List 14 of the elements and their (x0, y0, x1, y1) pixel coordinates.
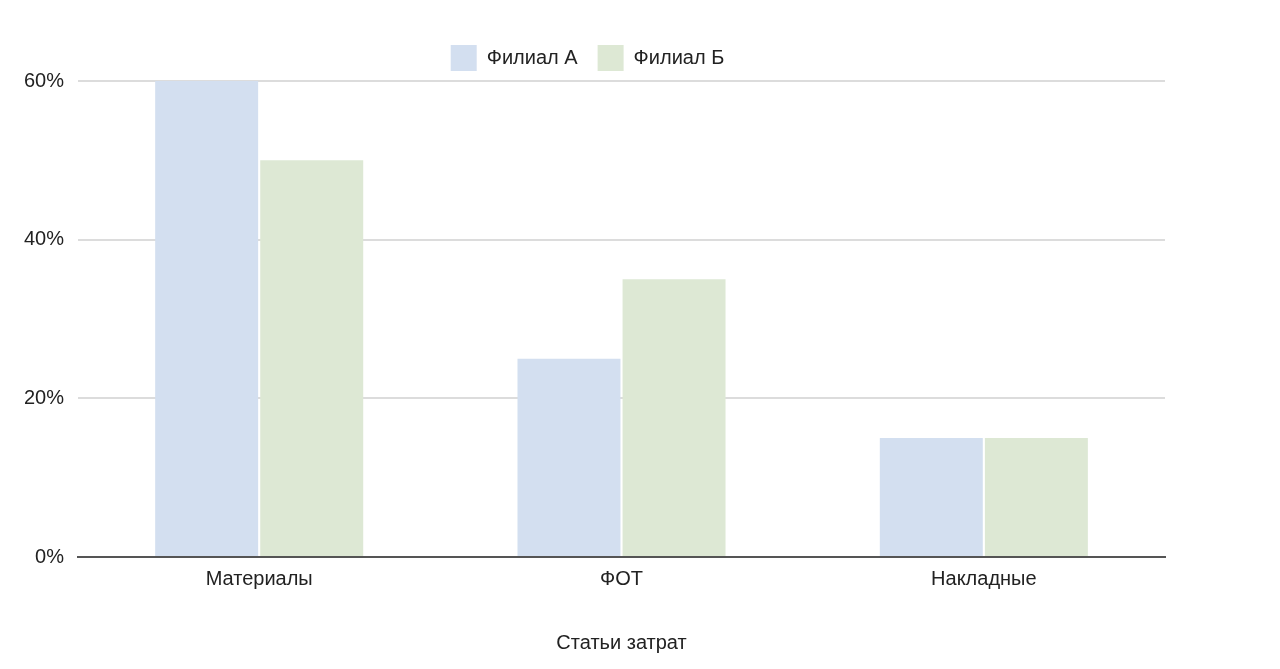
x-tick-label: Материалы (205, 566, 313, 589)
x-tick-label: Накладные (931, 566, 1037, 589)
y-tick-label: 60% (24, 68, 65, 91)
legend-label: Филиал А (486, 45, 579, 68)
legend-label: Филиал Б (633, 45, 725, 68)
bar (984, 438, 1088, 556)
bar (517, 358, 621, 556)
y-tick-label: 20% (24, 385, 65, 408)
x-axis-title: Статьи затрат (556, 630, 687, 653)
x-tick-label: ФОТ (600, 566, 644, 589)
bar (879, 438, 983, 556)
y-tick-label: 40% (24, 227, 65, 250)
y-tick-label: 0% (35, 544, 65, 567)
bar (155, 81, 259, 556)
